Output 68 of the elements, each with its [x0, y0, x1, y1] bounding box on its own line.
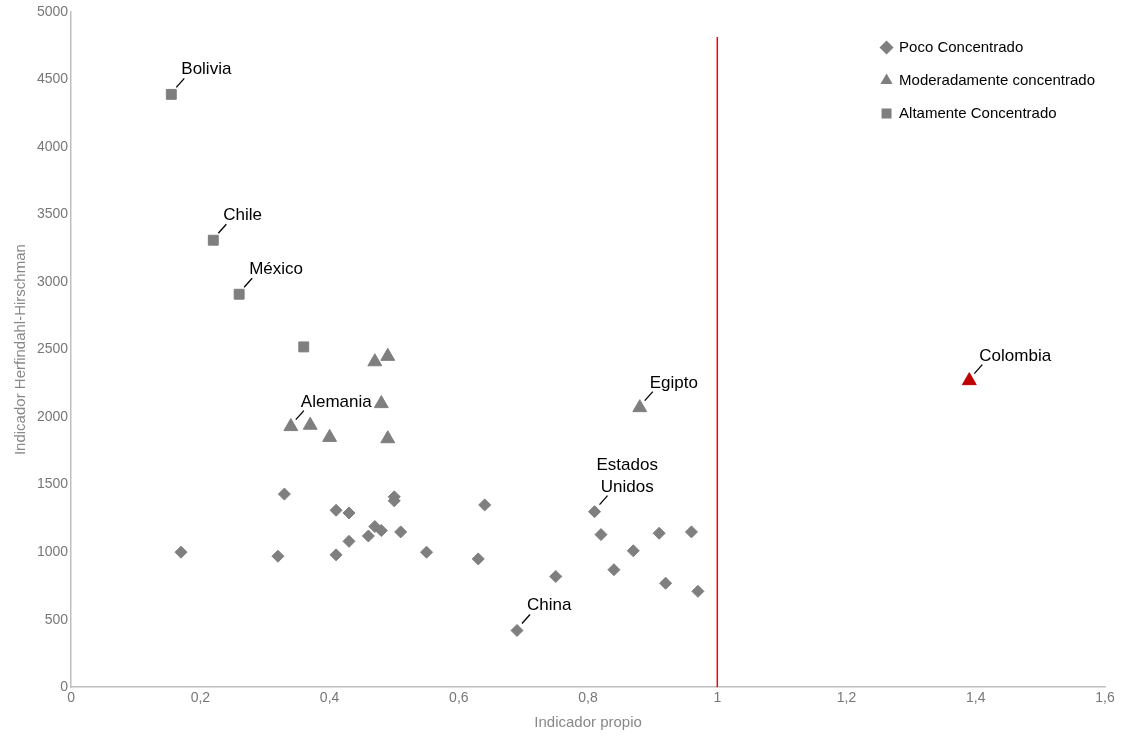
annotation: Egipto: [649, 372, 698, 392]
point: [626, 544, 640, 558]
y-tick-label: 5000: [36, 2, 69, 19]
point: [207, 234, 219, 246]
point: [233, 288, 245, 300]
y-tick-label: 1000: [36, 543, 69, 560]
x-tick-label: 0,4: [319, 689, 340, 706]
y-tick-label: 1500: [36, 475, 69, 492]
legend-label: Poco Concentrado: [899, 37, 1024, 55]
point: [691, 584, 705, 598]
annotation: China: [526, 595, 572, 615]
point: [659, 576, 673, 590]
point: [342, 506, 356, 520]
point: [510, 623, 524, 637]
y-tick-label: 4500: [36, 70, 69, 87]
y-tick-label: 3500: [36, 205, 69, 222]
point: [329, 503, 343, 517]
y-tick-label: 2500: [36, 340, 69, 357]
point: [302, 416, 318, 430]
point: [271, 549, 285, 563]
point: [380, 430, 396, 444]
point: [652, 526, 666, 540]
legend-label: Moderadamente concentrado: [899, 70, 1096, 88]
point: [471, 552, 485, 566]
point: [174, 545, 188, 559]
point: [361, 529, 375, 543]
point: [588, 505, 602, 519]
annotation: Estados Unidos: [596, 454, 658, 496]
point: [367, 353, 383, 367]
y-axis-title: Indicador Herfindahl-Hirschman: [11, 244, 29, 456]
point: [380, 347, 396, 361]
x-tick-label: 1: [713, 689, 722, 706]
point: [277, 487, 291, 501]
annotation: Chile: [223, 205, 263, 225]
x-tick-label: 0,6: [449, 689, 469, 706]
annotation: Bolivia: [181, 59, 232, 79]
x-tick-label: 0,8: [578, 689, 599, 706]
point: [607, 563, 621, 577]
y-tick-label: 0: [60, 678, 69, 695]
point: [283, 418, 299, 432]
point: [342, 534, 356, 548]
annotation: México: [249, 259, 304, 279]
point: [684, 525, 698, 539]
x-tick-label: 1,4: [966, 689, 986, 706]
point: [420, 545, 434, 559]
x-tick-label: 1,6: [1095, 689, 1115, 706]
x-axis-title: Indicador propio: [534, 713, 642, 731]
point: [165, 88, 177, 100]
point: [374, 524, 388, 538]
y-tick-label: 4000: [36, 137, 69, 154]
x-tick-label: 0,2: [190, 689, 211, 706]
point: [549, 569, 563, 583]
point: [373, 395, 389, 409]
x-tick-label: 1,2: [836, 689, 857, 706]
point: [298, 341, 310, 353]
y-tick-label: 500: [44, 610, 69, 627]
y-tick-label: 2000: [36, 407, 69, 424]
annotation: Colombia: [979, 345, 1052, 365]
point: [961, 372, 977, 386]
y-tick-label: 3000: [36, 272, 69, 289]
point: [632, 399, 648, 413]
point: [329, 548, 343, 562]
point: [478, 498, 492, 512]
point: [322, 428, 338, 442]
point: [594, 528, 608, 542]
point: [394, 525, 408, 539]
legend-label: Altamente Concentrado: [899, 103, 1057, 121]
annotation: Alemania: [300, 391, 373, 411]
